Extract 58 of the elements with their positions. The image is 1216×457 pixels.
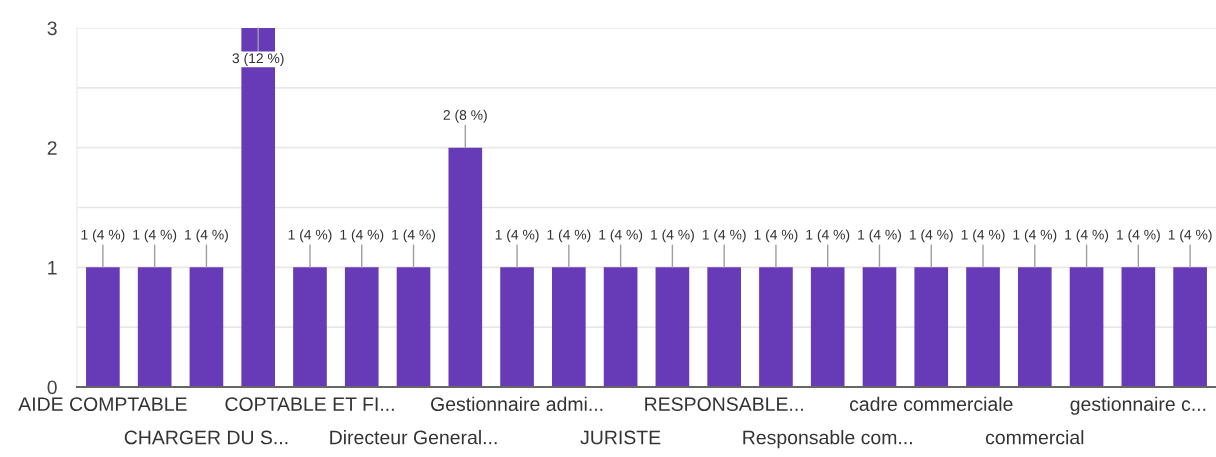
bar: [500, 267, 534, 387]
x-tick-label: Directeur General...: [330, 430, 497, 445]
data-label: 1 (4 %): [961, 229, 1005, 243]
bar: [1069, 267, 1104, 387]
bar: [344, 267, 379, 387]
bar: [189, 267, 224, 387]
bar: [966, 267, 1000, 387]
x-tick-label: RESPONSABLE...: [645, 397, 803, 411]
data-label: 1 (4 %): [806, 229, 850, 243]
x-tick-label: gestionnaire c...: [1070, 396, 1206, 415]
data-label: 1 (4 %): [185, 229, 228, 243]
x-tick-label: CHARGER DU S...: [124, 430, 288, 445]
y-tick-label: 3: [47, 21, 57, 36]
bar: [759, 267, 793, 387]
data-label: 1 (4 %): [702, 229, 746, 243]
bar: [86, 267, 120, 387]
data-label: 1 (4 %): [288, 229, 332, 243]
data-label: 1 (4 %): [1065, 229, 1109, 243]
data-label: 3 (12 %): [232, 53, 284, 66]
bar: [862, 267, 897, 387]
y-tick-label: 0: [47, 380, 57, 395]
x-tick-label: Responsable com...: [743, 430, 912, 449]
data-label: 1 (4 %): [599, 229, 643, 243]
bar: [552, 267, 586, 387]
bar: [1017, 267, 1052, 387]
data-label: 1 (4 %): [858, 229, 901, 243]
data-label: 1 (4 %): [340, 229, 384, 243]
data-label: 1 (4 %): [495, 229, 539, 243]
data-label: 1 (4 %): [754, 229, 798, 243]
data-label: 2 (8 %): [443, 109, 487, 123]
bar: [707, 267, 741, 387]
bar: [293, 267, 327, 387]
bar: [603, 267, 638, 387]
data-label: 1 (4 %): [81, 229, 125, 243]
bar: [448, 147, 483, 387]
bar: [1173, 267, 1207, 387]
data-label: 1 (4 %): [1117, 229, 1160, 243]
bar: [914, 267, 949, 387]
data-label: 1 (4 %): [651, 229, 694, 243]
x-tick-label: AIDE COMPTABLE: [18, 397, 187, 411]
data-label: 1 (4 %): [133, 229, 177, 243]
x-tick-label: COPTABLE ET FI...: [225, 397, 394, 411]
y-tick-label: 1: [48, 261, 57, 275]
bar: [810, 267, 845, 387]
x-tick-label: JURISTE: [580, 430, 661, 445]
data-label: 1 (4 %): [1013, 229, 1057, 243]
x-tick-label: Gestionnaire admi...: [431, 396, 603, 411]
bar: [396, 267, 431, 387]
data-label: 1 (4 %): [392, 229, 436, 243]
bar: [1121, 267, 1156, 387]
y-tick-label: 2: [47, 141, 57, 155]
bar: [137, 267, 172, 387]
x-tick-label: cadre commerciale: [849, 396, 1013, 411]
data-label: 1 (4 %): [1168, 229, 1212, 243]
bar: [655, 267, 690, 387]
data-label: 1 (4 %): [547, 229, 591, 243]
x-tick-label: commercial: [985, 430, 1084, 445]
data-label: 1 (4 %): [909, 229, 953, 243]
